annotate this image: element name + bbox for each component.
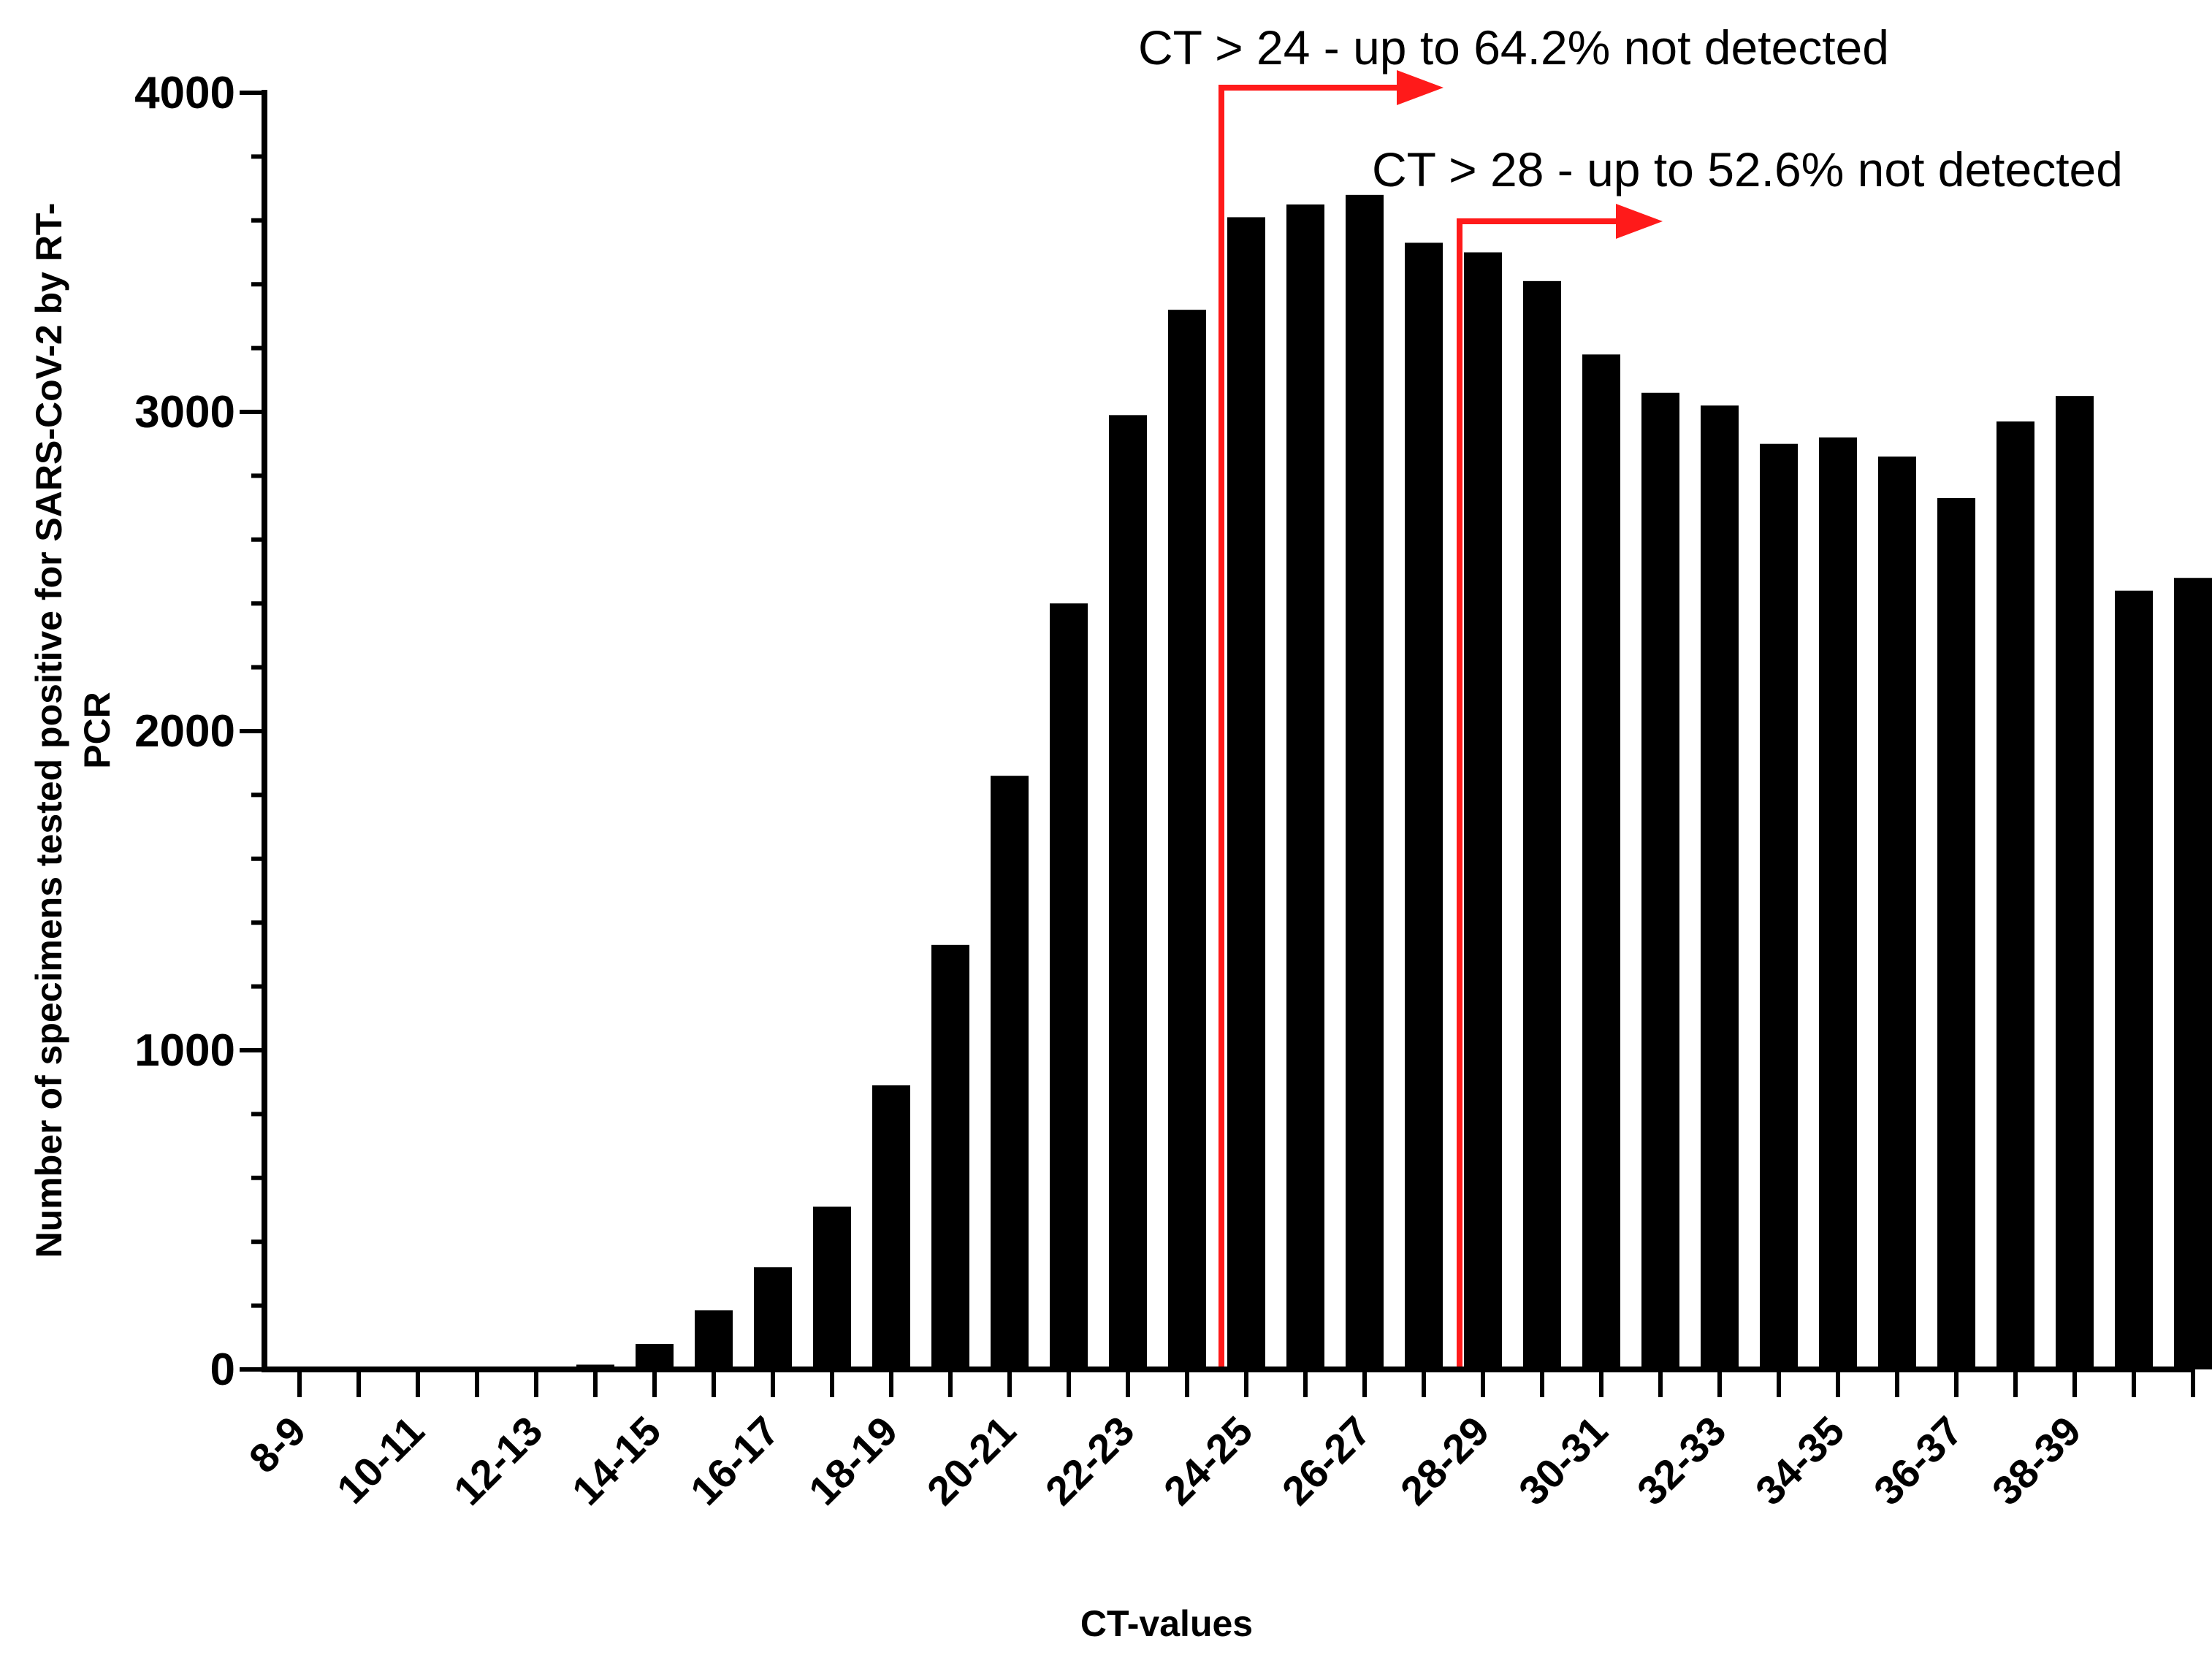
y-axis-title: Number of specimens tested positive for … (28, 203, 118, 1258)
annotation-texts-layer: CT > 24 - up to 64.2% not detected CT > … (1138, 20, 2123, 196)
x-tick-label: 14-15 (563, 1407, 670, 1514)
x-axis-title: CT-values (1080, 1603, 1253, 1644)
x-tick-label: 34-35 (1747, 1407, 1853, 1514)
y-axis-title-line-2: PCR (77, 692, 118, 769)
y-axis-title-line-1: Number of specimens tested positive for … (28, 203, 69, 1258)
y-tick-label: 4000 (134, 68, 235, 118)
bar-30-31 (1582, 354, 1620, 1370)
x-tick-label: 12-13 (445, 1407, 552, 1514)
bar-33-34 (1760, 443, 1798, 1370)
x-tick-label: 36-37 (1865, 1407, 1972, 1514)
bar-18-19 (872, 1085, 910, 1369)
bar-32-33 (1701, 405, 1739, 1369)
y-tick-label: 1000 (134, 1025, 235, 1076)
bar-29-30 (1523, 280, 1561, 1370)
x-tick-label: 26-27 (1273, 1407, 1380, 1514)
bar-25-26 (1286, 204, 1324, 1370)
annotation-ct24-arrow (1218, 70, 1443, 1368)
bar-16-17 (754, 1267, 792, 1369)
bar-14-15 (636, 1344, 674, 1369)
x-ticks-layer: 8-9 10-11 12-13 14-15 16-17 18-19 20-21 22-23 24… (240, 1369, 2195, 1514)
bar-38-39 (2056, 396, 2094, 1369)
bar-37-38 (1996, 421, 2034, 1369)
bar-21-22 (1050, 603, 1088, 1370)
x-tick-label: 18-19 (800, 1407, 907, 1514)
annotation-lines-layer (1218, 70, 1663, 1368)
bar-27-28 (1405, 242, 1443, 1369)
bar-17-18 (813, 1207, 851, 1369)
bar-23-24 (1168, 310, 1206, 1369)
y-tick-label: 0 (210, 1345, 235, 1395)
bar-39-40 (2115, 590, 2153, 1369)
x-tick-label: 24-25 (1155, 1407, 1262, 1514)
bars-layer (517, 194, 2212, 1370)
x-tick-label: 32-33 (1628, 1407, 1735, 1514)
x-tick-label: 8-9 (240, 1407, 315, 1482)
bar-36-37 (1937, 497, 1975, 1369)
x-tick-label: 30-31 (1510, 1407, 1617, 1514)
bar-34-35 (1819, 437, 1857, 1370)
x-tick-label: 22-23 (1037, 1407, 1143, 1514)
y-tick-label: 3000 (134, 387, 235, 437)
x-tick-label: 28-29 (1392, 1407, 1498, 1514)
bar-26-27 (1346, 194, 1384, 1370)
x-tick-label: 10-11 (328, 1407, 433, 1513)
bar-31-32 (1641, 392, 1679, 1369)
bar-20-21 (991, 776, 1029, 1369)
bar-24-25 (1227, 217, 1265, 1370)
bar-28-29 (1464, 252, 1502, 1369)
x-tick-label: 16-17 (682, 1407, 788, 1514)
x-tick-label: 38-39 (1983, 1407, 2090, 1514)
bar-bin-32 (2174, 578, 2212, 1369)
bar-22-23 (1109, 415, 1147, 1369)
annotation-ct24-text: CT > 24 - up to 64.2% not detected (1138, 20, 1889, 74)
annotation-ct28-arrow (1457, 204, 1663, 1368)
y-ticks-layer: 0 1000 2000 3000 4000 (134, 68, 264, 1395)
annotation-ct28-text: CT > 28 - up to 52.6% not detected (1372, 142, 2123, 196)
y-tick-label: 2000 (134, 706, 235, 757)
bar-15-16 (695, 1310, 733, 1369)
bar-35-36 (1878, 456, 1916, 1370)
x-tick-label: 20-21 (918, 1407, 1025, 1514)
bar-19-20 (931, 944, 969, 1369)
